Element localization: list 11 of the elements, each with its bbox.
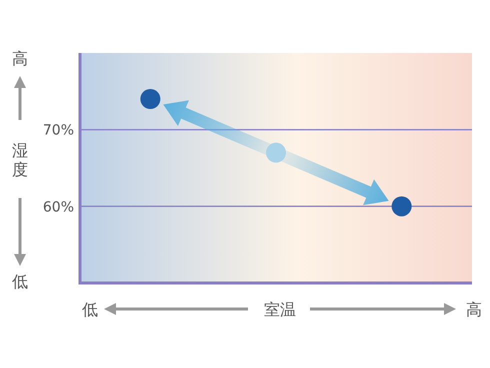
y-tick-label: 60% [42,199,74,216]
point [140,89,160,109]
x-axis-title: 室温 [264,300,296,319]
y-axis-title: 湿度 [12,141,28,179]
point [266,142,286,163]
y-tick-label: 70% [42,122,74,139]
text: 低 [12,272,28,291]
point [392,196,412,216]
text: 高 [12,49,28,68]
text: 低 [82,300,98,319]
text: 高 [466,300,482,319]
